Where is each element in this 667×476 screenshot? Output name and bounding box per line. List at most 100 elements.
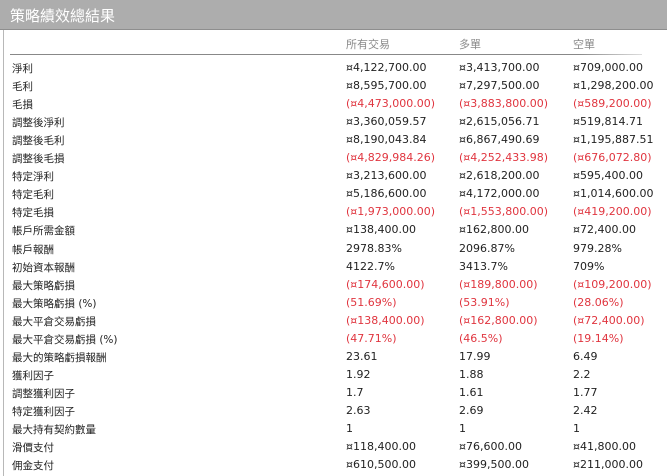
cell-long: 17.99 (459, 349, 491, 363)
column-header-short: 空單 (573, 38, 595, 51)
cell-short: (¤72,400.00) (573, 313, 645, 327)
cell-all-trades: ¤8,190,043.84 (346, 133, 427, 147)
table-row: 最大持有契約數量 1 1 1 (0, 422, 667, 440)
table-row: 帳戶所需金額 ¤138,400.00 ¤162,800.00 ¤72,400.00 (0, 223, 667, 241)
cell-long: 1.61 (459, 385, 484, 399)
panel-title: 策略績效總結果 (10, 7, 116, 25)
cell-all-trades: (¤174,600.00) (346, 277, 425, 291)
cell-long: (46.5%) (459, 331, 503, 345)
table-row: 淨利 ¤4,122,700.00 ¤3,413,700.00 ¤709,000.00 (0, 61, 667, 79)
table-row: 最大策略虧損 (¤174,600.00) (¤189,800.00) (¤109,20… (0, 278, 667, 296)
cell-all-trades: (¤4,829,984.26) (346, 151, 436, 165)
table-row: 最大平倉交易虧損 (¤138,400.00) (¤162,800.00) (¤72,4… (0, 314, 667, 332)
cell-long: 2096.87% (459, 241, 515, 255)
row-label: 特定毛利 (12, 189, 54, 202)
table-row: 獲利因子 1.92 1.88 2.2 (0, 368, 667, 386)
cell-short: 2.2 (573, 367, 591, 381)
cell-long: 2.69 (459, 403, 484, 417)
cell-all-trades: ¤118,400.00 (346, 440, 416, 454)
cell-all-trades: 23.61 (346, 349, 378, 363)
cell-long: ¤162,800.00 (459, 223, 529, 237)
cell-long: 3413.7% (459, 259, 508, 273)
cell-all-trades: (¤138,400.00) (346, 313, 425, 327)
cell-all-trades: ¤3,213,600.00 (346, 169, 427, 183)
cell-all-trades: ¤4,122,700.00 (346, 61, 427, 74)
cell-all-trades: 4122.7% (346, 259, 395, 273)
cell-short: (¤109,200.00) (573, 277, 652, 291)
left-border (3, 30, 4, 476)
cell-short: 2.42 (573, 403, 598, 417)
table-row: 毛損 (¤4,473,000.00) (¤3,883,800.00) (¤589,20… (0, 97, 667, 115)
cell-long: ¤4,172,000.00 (459, 187, 540, 201)
cell-all-trades: (¤1,973,000.00) (346, 205, 436, 219)
header-divider (10, 54, 642, 55)
cell-short: ¤709,000.00 (573, 61, 643, 74)
cell-long: (¤4,252,433.98) (459, 151, 549, 165)
row-label: 佣金支付 (12, 460, 54, 473)
cell-long: (¤162,800.00) (459, 313, 538, 327)
cell-all-trades: 1 (346, 422, 353, 435)
cell-short: (¤589,200.00) (573, 97, 652, 111)
cell-long: ¤2,615,056.71 (459, 115, 540, 129)
cell-short: ¤1,195,887.51 (573, 133, 654, 147)
table-row: 初始資本報酬 4122.7% 3413.7% 709% (0, 260, 667, 278)
cell-short: (19.14%) (573, 331, 624, 345)
row-label: 最大平倉交易虧損 (%) (12, 333, 118, 346)
table-row: 最大平倉交易虧損 (%) (47.71%) (46.5%) (19.14%) (0, 332, 667, 350)
cell-short: (¤419,200.00) (573, 205, 652, 219)
cell-all-trades: 2.63 (346, 403, 371, 417)
table-row: 調整後毛利 ¤8,190,043.84 ¤6,867,490.69 ¤1,195,88… (0, 133, 667, 151)
row-label: 最大的策略虧損報酬 (12, 351, 107, 364)
row-label: 最大策略虧損 (%) (12, 297, 97, 310)
cell-all-trades: (47.71%) (346, 331, 397, 345)
cell-long: ¤2,618,200.00 (459, 169, 540, 183)
cell-short: ¤41,800.00 (573, 440, 636, 454)
cell-long: (¤1,553,800.00) (459, 205, 549, 219)
cell-short: 6.49 (573, 349, 598, 363)
table-row: 特定淨利 ¤3,213,600.00 ¤2,618,200.00 ¤595,400.0… (0, 169, 667, 187)
cell-short: 709% (573, 259, 605, 273)
cell-short: 979.28% (573, 241, 622, 255)
row-label: 調整後淨利 (12, 117, 65, 130)
cell-all-trades: (¤4,473,000.00) (346, 97, 436, 111)
cell-long: (53.91%) (459, 295, 510, 309)
cell-all-trades: 2978.83% (346, 241, 402, 255)
row-label: 初始資本報酬 (12, 261, 75, 274)
table-row: 最大的策略虧損報酬 23.61 17.99 6.49 (0, 350, 667, 368)
row-label: 最大平倉交易虧損 (12, 315, 96, 328)
row-label: 淨利 (12, 63, 33, 75)
table-row: 毛利 ¤8,595,700.00 ¤7,297,500.00 ¤1,298,200.0… (0, 79, 667, 97)
cell-all-trades: ¤5,186,600.00 (346, 187, 427, 201)
table-row: 特定獲利因子 2.63 2.69 2.42 (0, 404, 667, 422)
row-label: 調整後毛損 (12, 153, 65, 166)
table-row: 調整獲利因子 1.7 1.61 1.77 (0, 386, 667, 404)
row-label: 最大持有契約數量 (12, 424, 96, 436)
table-row: 佣金支付 ¤610,500.00 ¤399,500.00 ¤211,000.00 (0, 458, 667, 476)
cell-short: ¤1,298,200.00 (573, 79, 654, 93)
cell-all-trades: (51.69%) (346, 295, 397, 309)
cell-long: ¤76,600.00 (459, 440, 522, 454)
cell-short: (¤676,072.80) (573, 151, 652, 165)
cell-long: ¤3,413,700.00 (459, 61, 540, 74)
cell-all-trades: ¤8,595,700.00 (346, 79, 427, 93)
row-label: 特定獲利因子 (12, 405, 75, 418)
row-label: 特定毛損 (12, 207, 54, 220)
row-label: 調整後毛利 (12, 135, 65, 148)
row-label: 滑價支付 (12, 442, 54, 455)
cell-long: ¤7,297,500.00 (459, 79, 540, 93)
table-row: 調整後毛損 (¤4,829,984.26) (¤4,252,433.98) (¤676… (0, 151, 667, 169)
cell-short: ¤595,400.00 (573, 169, 643, 183)
row-label: 最大策略虧損 (12, 279, 75, 292)
table-row: 帳戶報酬 2978.83% 2096.87% 979.28% (0, 242, 667, 260)
row-label: 毛損 (12, 99, 33, 112)
row-label: 調整獲利因子 (12, 387, 75, 400)
table-row: 特定毛利 ¤5,186,600.00 ¤4,172,000.00 ¤1,014,600… (0, 187, 667, 205)
cell-short: ¤72,400.00 (573, 223, 636, 237)
table-row: 調整後淨利 ¤3,360,059.57 ¤2,615,056.71 ¤519,814.… (0, 115, 667, 133)
row-label: 獲利因子 (12, 369, 54, 382)
cell-short: (28.06%) (573, 295, 624, 309)
cell-long: (¤3,883,800.00) (459, 97, 549, 111)
row-label: 特定淨利 (12, 171, 54, 184)
cell-long: (¤189,800.00) (459, 277, 538, 291)
panel-title-bar: 策略績效總結果 (0, 0, 667, 30)
